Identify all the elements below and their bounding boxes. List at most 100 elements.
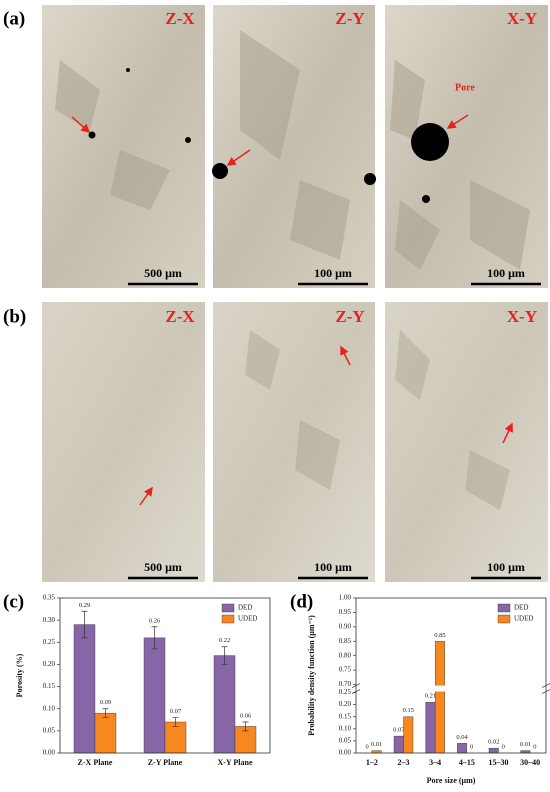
- value-label: 0.01: [520, 741, 531, 748]
- y-tick-label: 0.25: [43, 638, 56, 646]
- value-label: 0.21: [425, 693, 436, 700]
- value-label: 0.85: [434, 632, 445, 639]
- pore: [126, 68, 130, 72]
- y-tick-label: 0.10: [43, 704, 56, 712]
- legend-label: UDED: [238, 615, 257, 623]
- error-bar: [151, 626, 158, 650]
- bar: [434, 641, 445, 754]
- bar: [403, 716, 414, 754]
- value-label: 0.29: [79, 602, 90, 609]
- legend-swatch: [497, 614, 511, 624]
- x-tick-label: 30–40: [520, 758, 540, 767]
- x-tick-label: X-Y Plane: [217, 758, 252, 767]
- x-axis-label: Pore size (μm): [427, 776, 476, 785]
- error-bar: [221, 646, 228, 665]
- y-tick-label: 0.75: [339, 666, 352, 674]
- y-tick-label: 0.30: [43, 616, 56, 624]
- value-label: 0.22: [219, 637, 230, 644]
- micrograph-row-b: Z-X Z-Y X-Y 500 μm 100 μm 100 μm: [42, 302, 548, 582]
- plane-label: Z-Y: [335, 9, 364, 28]
- bar: [425, 702, 436, 754]
- y-axis-label: Probability density function (μm⁻¹): [307, 615, 316, 736]
- panel-label: (b): [3, 306, 26, 327]
- legend-label: DED: [514, 604, 528, 612]
- panel-label: (a): [3, 8, 25, 29]
- y-tick-label: 0.10: [339, 724, 352, 732]
- pore: [422, 195, 430, 203]
- x-tick-label: Z-X Plane: [78, 758, 113, 767]
- micrograph: [42, 302, 205, 582]
- y-tick-label: 0.70: [339, 680, 352, 688]
- plane-label: Z-X: [165, 307, 195, 326]
- y-tick-label: 0.85: [339, 637, 352, 645]
- micrograph: [213, 5, 375, 288]
- scale-label: 100 μm: [487, 266, 525, 280]
- arrow: [226, 149, 251, 166]
- y-tick-label: 0.20: [339, 700, 352, 708]
- value-label: 0.09: [100, 699, 111, 706]
- plot-frame: [355, 597, 547, 754]
- error-bar: [172, 717, 179, 727]
- legend-swatch: [221, 614, 235, 624]
- panel-label: (c): [3, 591, 24, 612]
- value-label: 0.15: [403, 707, 414, 714]
- value-label: 0: [365, 743, 368, 750]
- y-tick-label: 0.90: [339, 622, 352, 630]
- y-tick-label: 0.00: [43, 749, 56, 757]
- scale-label: 100 μm: [314, 266, 352, 280]
- y-tick-label: 0.15: [43, 682, 56, 690]
- x-tick-label: 2–3: [398, 758, 410, 767]
- y-tick-label: 0.80: [339, 651, 352, 659]
- axis-break-gap: [356, 685, 546, 692]
- bar: [393, 735, 404, 754]
- bar: [488, 747, 499, 754]
- y-tick-label: 0.15: [339, 712, 352, 720]
- x-tick-label: 1–2: [366, 758, 378, 767]
- y-axis-label: Porosity (%): [15, 653, 24, 697]
- arrow: [502, 422, 513, 444]
- arrow: [446, 114, 469, 129]
- pore: [212, 163, 228, 179]
- x-tick-label: Z-Y Plane: [148, 758, 183, 767]
- y-tick-label: 0.25: [339, 688, 352, 696]
- error-bar: [81, 610, 88, 639]
- value-label: 0: [502, 743, 505, 750]
- grain-texture: [55, 30, 530, 270]
- y-tick-label: 1.00: [339, 594, 352, 602]
- y-tick-label: 0.00: [339, 749, 352, 757]
- pore: [88, 131, 96, 139]
- x-tick-label: 15–30: [489, 758, 509, 767]
- bar: [73, 624, 96, 754]
- pore: [185, 137, 191, 143]
- y-tick-label: 0.35: [43, 594, 56, 602]
- scale-label: 500 μm: [144, 560, 182, 574]
- value-label: 0.26: [149, 617, 161, 624]
- panel-label: (d): [290, 591, 313, 612]
- plane-label: X-Y: [507, 307, 537, 326]
- value-label: 0.01: [371, 741, 382, 748]
- scale-label: 500 μm: [144, 266, 182, 280]
- arrow: [71, 116, 91, 133]
- arrow: [139, 486, 153, 506]
- x-tick-label: 3–4: [429, 758, 441, 767]
- legend-label: DED: [238, 604, 252, 612]
- y-tick-label: 0.95: [339, 608, 352, 616]
- legend-swatch: [221, 603, 235, 613]
- plane-label: Z-X: [165, 9, 195, 28]
- error-bar: [242, 721, 249, 732]
- axis-break-mark: [351, 683, 550, 694]
- value-label: 0.06: [240, 712, 252, 719]
- micrograph: [385, 302, 548, 582]
- value-label: 0.07: [393, 727, 405, 734]
- value-label: 0: [470, 743, 473, 750]
- scale-label: 100 μm: [314, 560, 352, 574]
- plane-label: Z-Y: [335, 307, 364, 326]
- micrograph: [213, 302, 375, 582]
- value-label: 0.04: [456, 734, 468, 741]
- x-tick-label: 4–15: [459, 758, 475, 767]
- legend-swatch: [497, 603, 511, 613]
- y-tick-label: 0.20: [43, 660, 56, 668]
- legend-label: UDED: [514, 615, 533, 623]
- bar: [457, 743, 468, 754]
